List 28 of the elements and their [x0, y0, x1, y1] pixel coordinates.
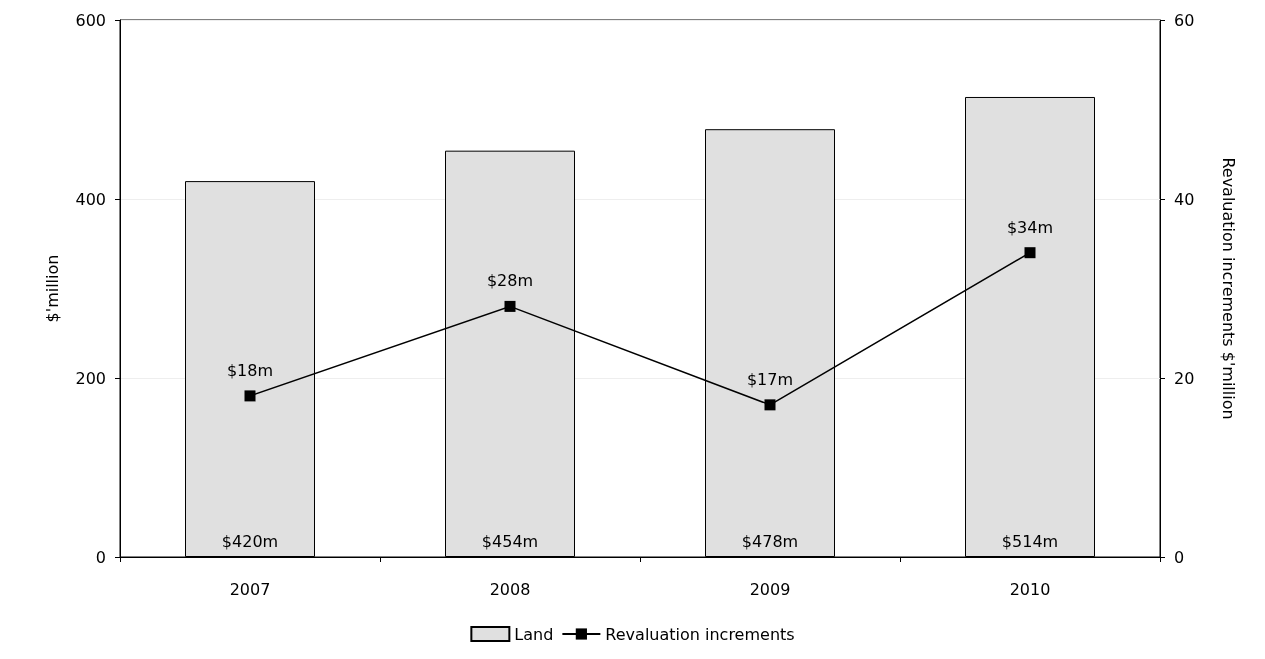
- legend-label: Revaluation increments: [605, 624, 795, 644]
- data-label: $420m: [221, 531, 279, 551]
- x-tick-label: 2007: [229, 579, 271, 599]
- legend-label: Land: [514, 624, 554, 644]
- data-label: $34m: [1006, 217, 1054, 237]
- y2-tick-label: 0: [1174, 547, 1185, 567]
- x-tick-label: 2008: [489, 579, 531, 599]
- data-label: $454m: [481, 531, 539, 551]
- x-tick-label: 2010: [1009, 579, 1051, 599]
- data-label: $18m: [226, 360, 274, 380]
- y-tick-label: 400: [75, 189, 106, 209]
- y2-tick-label: 60: [1174, 10, 1195, 30]
- y-tick-label: 0: [95, 547, 106, 567]
- y-tick-label: 600: [75, 10, 106, 30]
- data-label: $478m: [741, 531, 799, 551]
- y-axis-title: $'million: [42, 254, 62, 323]
- data-label: $17m: [746, 369, 794, 389]
- x-tick-label: 2009: [749, 579, 791, 599]
- y2-tick-label: 20: [1174, 368, 1195, 388]
- point: [1024, 247, 1036, 259]
- data-label: $514m: [1001, 531, 1059, 551]
- data-label: $28m: [486, 271, 534, 291]
- point: [764, 399, 776, 411]
- y2-tick-label: 40: [1174, 189, 1195, 209]
- point: [504, 300, 516, 312]
- y2-axis-title: Revaluation increments $'million: [1218, 157, 1238, 420]
- point: [244, 390, 256, 402]
- y-tick-label: 200: [75, 368, 106, 388]
